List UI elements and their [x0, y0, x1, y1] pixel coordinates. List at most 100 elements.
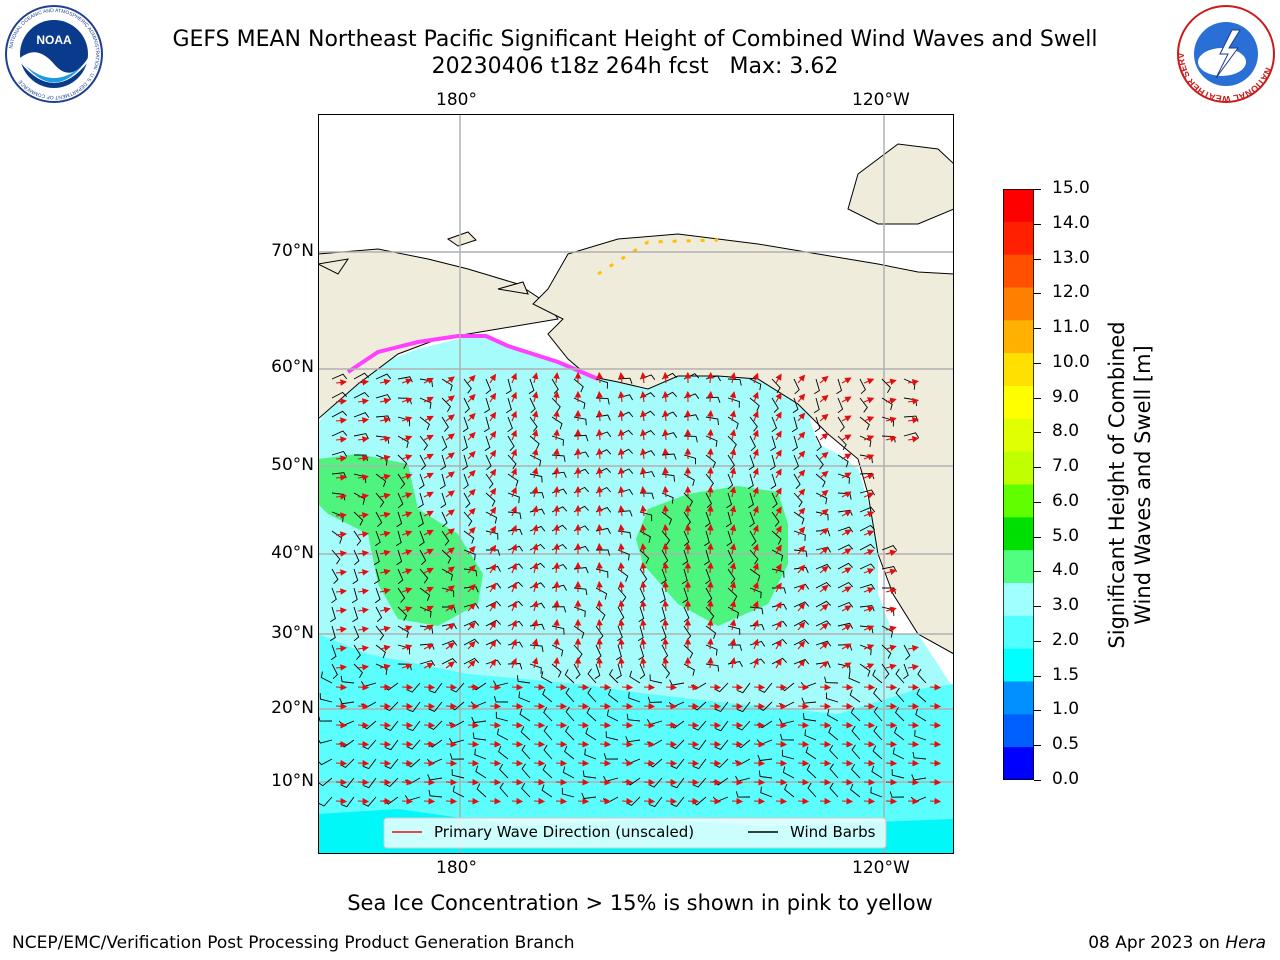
- wind-barb: [693, 739, 707, 751]
- wave-direction-arrow: [640, 562, 647, 574]
- wind-barb: [529, 473, 543, 483]
- colorbar-tick-mark: [1034, 780, 1041, 781]
- wave-direction-arrow: [401, 454, 413, 461]
- wave-direction-arrow: [640, 619, 647, 631]
- wave-direction-arrow: [662, 504, 669, 517]
- wind-barb: [749, 549, 759, 565]
- wind-barb: [782, 766, 795, 779]
- wave-direction-arrow: [841, 797, 854, 805]
- wave-direction-arrow: [665, 740, 678, 748]
- colorbar-cell: [1003, 550, 1034, 584]
- wind-barb: [837, 397, 844, 414]
- noaa-logo: NOAA NATIONAL OCEANIC AND ATMOSPHERIC AD…: [5, 5, 103, 103]
- wave-direction-arrow: [775, 487, 782, 498]
- wave-direction-arrow: [510, 486, 517, 498]
- wave-direction-arrow: [819, 413, 829, 422]
- wave-direction-arrow: [707, 371, 714, 384]
- wind-barb: [771, 549, 784, 562]
- wave-direction-arrow: [729, 467, 737, 479]
- lon-label-top-120w: 120°W: [852, 90, 910, 110]
- colorbar-cell: [1003, 451, 1034, 485]
- wave-direction-arrow: [752, 619, 759, 631]
- wave-direction-arrow: [797, 583, 806, 593]
- wave-direction-arrow: [445, 395, 455, 403]
- colorbar-tick-mark: [1034, 467, 1041, 469]
- colorbar-tick-label: 11.0: [1052, 317, 1090, 338]
- wave-direction-arrow: [775, 582, 782, 593]
- wave-direction-arrow: [731, 702, 744, 710]
- wave-direction-arrow: [863, 530, 875, 537]
- wind-barb: [815, 620, 832, 627]
- wave-direction-arrow: [752, 657, 759, 669]
- wave-direction-arrow: [379, 740, 392, 748]
- wave-direction-arrow: [335, 379, 347, 386]
- wave-direction-arrow: [555, 702, 568, 710]
- wind-barb: [872, 669, 883, 684]
- wave-direction-arrow: [357, 683, 370, 691]
- wave-direction-arrow: [640, 429, 647, 441]
- wave-direction-arrow: [533, 740, 546, 748]
- wave-direction-arrow: [797, 488, 806, 498]
- wave-direction-arrow: [357, 512, 369, 519]
- wave-direction-arrow: [401, 702, 414, 710]
- wind-barb: [793, 549, 808, 558]
- wave-direction-arrow: [510, 543, 517, 555]
- wave-direction-arrow: [531, 429, 539, 441]
- wave-direction-arrow: [553, 429, 560, 441]
- wave-direction-arrow: [775, 683, 788, 691]
- wind-barb: [331, 410, 348, 418]
- wind-barb: [881, 663, 890, 679]
- wave-direction-arrow: [445, 642, 455, 650]
- wave-direction-arrow: [596, 371, 603, 384]
- wind-barb: [463, 586, 479, 593]
- wave-direction-arrow: [841, 662, 852, 669]
- wave-direction-arrow: [885, 435, 897, 443]
- wind-barb: [363, 758, 377, 770]
- lat-label-30n: 30°N: [271, 623, 314, 643]
- land-wrangel-island: [446, 231, 477, 247]
- wave-direction-arrow: [797, 431, 806, 441]
- wave-direction-arrow: [379, 549, 391, 557]
- wind-barb: [397, 568, 404, 585]
- wind-barb: [903, 663, 909, 680]
- colorbar-tick-mark: [1034, 293, 1041, 295]
- wind-barb: [518, 691, 531, 703]
- wave-direction-arrow: [707, 561, 714, 574]
- wind-barb: [483, 416, 490, 433]
- wind-barb: [793, 454, 800, 471]
- wind-barb: [330, 644, 337, 661]
- wind-barb: [331, 530, 343, 544]
- land-alaska-canada: [532, 233, 954, 655]
- wave-direction-arrow: [729, 448, 737, 460]
- wave-direction-arrow: [531, 638, 539, 650]
- wind-barb: [485, 639, 502, 646]
- wind-barb: [873, 687, 883, 703]
- wind-barb: [807, 782, 817, 798]
- wind-barb: [493, 695, 509, 703]
- wave-direction-arrow: [752, 505, 759, 517]
- wave-direction-arrow: [819, 797, 832, 805]
- land-arctic-islands: [847, 143, 954, 225]
- wind-barb: [851, 725, 861, 741]
- wave-direction-arrow: [335, 778, 348, 786]
- wind-barb: [352, 606, 359, 623]
- wind-barb: [873, 706, 883, 722]
- wind-barb: [397, 625, 409, 639]
- wind-barb: [829, 782, 839, 798]
- wind-barb: [396, 511, 403, 528]
- wave-direction-arrow: [863, 587, 875, 594]
- wind-barb: [428, 701, 443, 712]
- wave-direction-arrow: [511, 721, 524, 729]
- wave-direction-arrow: [553, 562, 560, 574]
- wind-barb: [485, 454, 492, 471]
- wind-barb: [384, 720, 399, 731]
- wave-direction-arrow: [819, 432, 829, 441]
- wind-barb: [714, 701, 729, 713]
- wave-direction-arrow: [357, 379, 369, 386]
- wave-direction-arrow: [510, 410, 517, 422]
- wave-direction-arrow: [819, 660, 829, 669]
- wave-direction-arrow: [819, 527, 829, 536]
- wave-direction-arrow: [379, 416, 391, 424]
- wave-direction-arrow: [401, 530, 413, 537]
- wave-direction-arrow: [401, 663, 413, 670]
